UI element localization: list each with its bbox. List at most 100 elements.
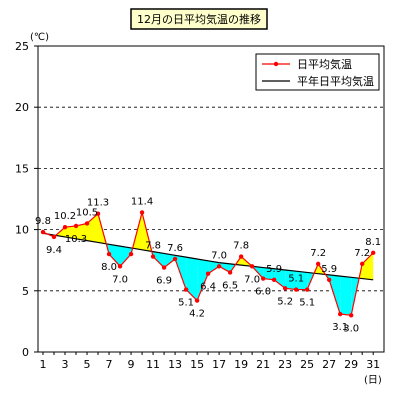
data-label: 10.2: [54, 211, 76, 222]
below-normal-fill: [263, 267, 275, 280]
data-label: 7.0: [211, 250, 227, 261]
below-normal-fill: [340, 276, 352, 316]
data-label: 10.5: [76, 207, 98, 218]
data-label: 5.2: [277, 296, 293, 307]
normal-line-path: [42, 232, 374, 281]
x-tick-label: 13: [168, 358, 182, 371]
data-label: 4.2: [189, 309, 205, 320]
x-tick-label: 17: [212, 358, 226, 371]
data-value-labels: 9.89.410.210.310.511.38.07.011.47.86.97.…: [35, 196, 381, 334]
data-point: [117, 264, 123, 269]
legend-marker-daily: [273, 61, 279, 67]
below-normal-fill: [208, 260, 220, 274]
below-normal-fill: [197, 258, 209, 301]
data-point: [194, 298, 200, 303]
x-tick-label: 19: [234, 358, 248, 371]
above-normal-fill: [87, 213, 99, 243]
data-label: 7.2: [354, 248, 370, 259]
data-point: [139, 210, 145, 215]
data-label: 5.1: [299, 298, 315, 309]
data-label: 11.3: [87, 198, 109, 209]
data-point: [150, 254, 156, 259]
above-normal-fill: [76, 223, 88, 241]
data-label: 7.0: [112, 274, 128, 285]
data-point: [40, 229, 46, 235]
data-label: 3.0: [343, 323, 359, 334]
plot-frame: [37, 45, 385, 353]
x-tick-label: 3: [62, 358, 69, 371]
data-label: 11.4: [131, 196, 153, 207]
data-label: 5.9: [266, 264, 282, 275]
x-tick-label: 15: [190, 358, 204, 371]
legend-label-daily: 日平均気温: [297, 57, 352, 71]
legend: 日平均気温 平年日平均気温: [255, 53, 380, 91]
below-normal-fill: [274, 268, 286, 289]
y-tick-label: 25: [15, 40, 29, 53]
x-axis-ticks: 1 3 5 7 9 11 13 15 17 19 21 23 25 27 29 31: [40, 352, 380, 371]
data-label: 5.1: [178, 298, 194, 309]
data-point: [62, 224, 68, 230]
x-tick-label: 27: [322, 358, 336, 371]
data-point: [95, 211, 101, 216]
data-label: 6.5: [222, 280, 238, 291]
legend-box: [255, 53, 380, 91]
data-label: 7.8: [233, 241, 249, 252]
data-label: 9.8: [35, 216, 51, 227]
data-point: [348, 313, 354, 318]
data-point: [227, 270, 233, 275]
data-point: [161, 265, 167, 270]
data-point: [260, 276, 266, 281]
below-normal-fill: [285, 269, 297, 290]
data-point: [106, 251, 112, 257]
data-point: [238, 254, 244, 259]
data-label: 10.3: [65, 234, 87, 245]
data-label: 7.8: [145, 241, 161, 252]
data-point: [359, 261, 365, 267]
data-label: 8.0: [101, 262, 117, 273]
y-tick-label: 20: [15, 101, 29, 114]
data-point: [337, 311, 343, 317]
x-tick-label: 1: [40, 358, 47, 371]
x-tick-label: 29: [344, 358, 358, 371]
data-point: [315, 261, 321, 267]
data-label: 3.1: [332, 322, 348, 333]
data-point: [216, 264, 222, 269]
data-point: [73, 223, 79, 229]
x-tick-label: 11: [146, 358, 160, 371]
data-label: 6.9: [156, 276, 172, 287]
data-label: 8.1: [365, 237, 381, 248]
below-normal-fill: [120, 246, 132, 267]
y-tick-label: 5: [22, 285, 29, 298]
x-axis-unit-label: (日): [364, 375, 382, 386]
data-point: [304, 287, 310, 292]
below-normal-fill: [296, 271, 308, 290]
data-point: [205, 271, 211, 276]
data-label: 7.6: [167, 243, 183, 254]
x-tick-label: 25: [300, 358, 314, 371]
grid-lines: [38, 106, 384, 292]
below-normal-fill: [109, 244, 121, 267]
data-point: [326, 277, 332, 282]
x-tick-label: 31: [366, 358, 380, 371]
y-axis-unit-label: (℃): [30, 32, 49, 43]
below-normal-fill: [164, 253, 176, 268]
data-point: [282, 286, 288, 291]
below-normal-fill: [153, 251, 165, 268]
data-point: [183, 287, 189, 292]
above-normal-fill: [362, 252, 374, 280]
x-tick-label: 23: [278, 358, 292, 371]
data-label: 9.4: [46, 245, 62, 256]
normal-temperature-line: [42, 232, 374, 281]
chart-title: 12月の日平均気温の推移: [130, 8, 268, 30]
data-label: 6.4: [200, 282, 216, 293]
y-axis-ticks: 0 5 10 15 20 25: [15, 40, 38, 359]
x-tick-label: 5: [84, 358, 91, 371]
daily-temperature-points: [40, 210, 376, 318]
below-normal-fill: [219, 262, 231, 273]
data-label: 7.2: [310, 248, 326, 259]
below-normal-fill: [186, 257, 198, 301]
y-tick-label: 0: [22, 346, 29, 359]
data-point: [84, 221, 90, 226]
data-label: 5.9: [321, 264, 337, 275]
